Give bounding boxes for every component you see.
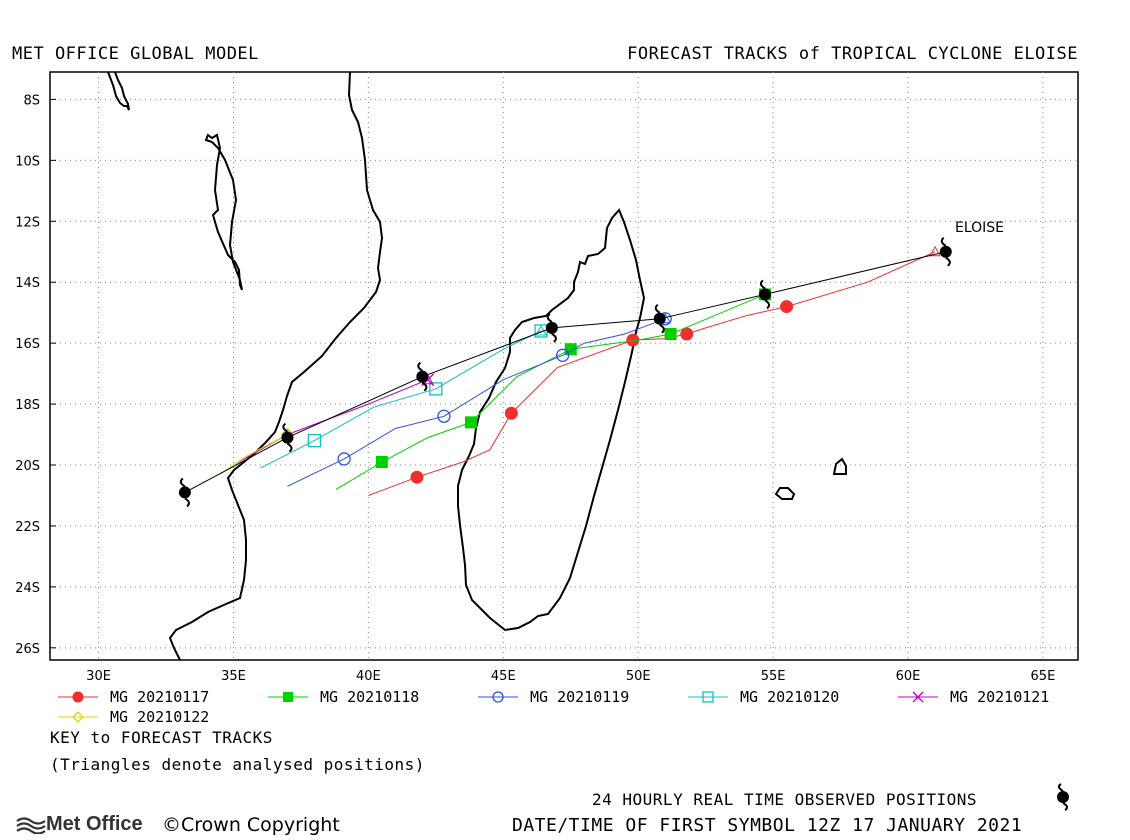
axis-ticks: 30E 35E 40E 45E 50E 55E 60E 65E 8S 10S 12S 14S 16S 18… xyxy=(15,93,1055,684)
observed-position-cyclone-icon xyxy=(759,279,772,310)
legend-item: MG 20210120 xyxy=(688,688,839,706)
lon-tick-label: 60E xyxy=(896,669,921,684)
map-frame xyxy=(49,71,1079,661)
track-marker-filled-circle xyxy=(780,300,794,314)
key-title: KEY to FORECAST TRACKS xyxy=(50,728,273,747)
lat-tick-label: 20S xyxy=(15,459,40,474)
track-mg-20210117 xyxy=(368,245,941,496)
grid xyxy=(50,72,1078,660)
lat-tick-label: 8S xyxy=(23,93,40,108)
track-marker-open-square xyxy=(702,691,714,703)
mauritius-island xyxy=(832,457,847,475)
track-marker-filled-circle xyxy=(72,691,84,703)
observed-track xyxy=(178,236,952,508)
track-line xyxy=(219,434,288,475)
track-marker-x xyxy=(912,691,924,703)
track-mg-20210119 xyxy=(287,312,672,487)
logo-text: Met Office xyxy=(46,813,143,835)
left-title: MET OFFICE GLOBAL MODEL xyxy=(12,44,259,64)
track-marker-filled-square xyxy=(375,455,388,468)
forecast-tracks xyxy=(219,245,941,496)
observed-position-cyclone-icon xyxy=(178,477,191,508)
legend-label: MG 20210117 xyxy=(110,688,209,706)
lat-tick-label: 10S xyxy=(15,154,40,169)
mozambique-channel-coast xyxy=(204,133,243,291)
observed-position-cyclone-icon xyxy=(545,313,558,343)
analysed-position-triangle xyxy=(929,245,941,257)
lat-tick-label: 22S xyxy=(15,520,40,535)
madagascar-coast xyxy=(457,208,646,632)
storm-label: ELOISE xyxy=(955,220,1004,236)
legend-label: MG 20210118 xyxy=(320,688,419,706)
observed-position-cyclone-icon xyxy=(416,361,429,392)
legend-label: MG 20210119 xyxy=(530,688,629,706)
legend-item: MG 20210119 xyxy=(478,688,629,706)
lon-tick-label: 50E xyxy=(626,669,651,684)
track-marker-filled-circle xyxy=(680,327,694,341)
lon-tick-label: 35E xyxy=(221,669,246,684)
coastlines xyxy=(107,71,847,661)
copyright: ©Crown Copyright xyxy=(162,814,340,836)
lon-tick-label: 55E xyxy=(761,669,786,684)
track-line xyxy=(287,318,666,487)
track-marker-filled-square xyxy=(464,416,477,429)
legend-item: MG 20210117 xyxy=(58,688,209,706)
lat-tick-label: 18S xyxy=(15,398,40,413)
lat-tick-label: 24S xyxy=(15,581,40,596)
legend-label: MG 20210120 xyxy=(740,688,839,706)
track-marker-filled-circle xyxy=(504,406,518,420)
track-mg-20210120 xyxy=(260,324,548,469)
lon-tick-label: 65E xyxy=(1031,669,1056,684)
observed-position-cyclone-icon xyxy=(653,303,666,334)
legend-item: MG 20210122 xyxy=(58,708,209,726)
legend: MG 20210117 MG 20210118 MG 20210119 MG 2021… xyxy=(58,688,1049,726)
track-marker-open-circle xyxy=(556,348,570,362)
observed-position-cyclone-icon xyxy=(281,422,294,453)
track-marker-open-square xyxy=(429,382,443,396)
copyright-text: Crown Copyright xyxy=(181,814,340,836)
legend-label: MG 20210122 xyxy=(110,708,209,726)
legend-item: MG 20210121 xyxy=(898,688,1049,706)
track-line xyxy=(260,330,542,469)
track-marker-filled-square xyxy=(283,692,293,702)
cyclone-icon xyxy=(1057,783,1069,811)
right-title: FORECAST TRACKS of TROPICAL CYCLONE ELOI… xyxy=(627,44,1078,64)
met-office-logo: Met Office xyxy=(16,813,143,836)
track-marker-filled-square xyxy=(664,328,677,341)
lon-tick-label: 30E xyxy=(86,669,111,684)
lat-tick-label: 16S xyxy=(15,337,40,352)
track-marker-open-circle xyxy=(437,409,451,423)
key-note: (Triangles denote analysed positions) xyxy=(50,755,425,774)
legend-label: MG 20210121 xyxy=(950,688,1049,706)
lon-tick-label: 45E xyxy=(491,669,516,684)
lat-tick-label: 12S xyxy=(15,215,40,230)
datetime-note: DATE/TIME OF FIRST SYMBOL 12Z 17 JANUARY… xyxy=(512,815,1023,836)
africa-east-coast xyxy=(168,71,384,661)
africa-coast xyxy=(107,71,130,111)
copyright-icon: © xyxy=(162,814,181,836)
lat-tick-label: 26S xyxy=(15,642,40,657)
reunion-island xyxy=(774,487,796,500)
track-marker-open-circle xyxy=(337,452,351,466)
track-marker-open-square xyxy=(307,433,322,448)
observed-note: 24 HOURLY REAL TIME OBSERVED POSITIONS xyxy=(592,790,978,809)
lon-tick-label: 40E xyxy=(356,669,381,684)
track-line xyxy=(368,251,936,496)
track-marker-filled-circle xyxy=(410,470,424,484)
legend-item: MG 20210118 xyxy=(268,688,419,706)
track-marker-open-circle xyxy=(492,691,504,703)
met-office-waves-icon xyxy=(16,816,46,834)
track-marker-open-diamond xyxy=(72,711,84,723)
analysed-position-triangle xyxy=(535,324,547,336)
observed-position-cyclone-icon xyxy=(939,236,952,267)
lat-tick-label: 14S xyxy=(15,276,40,291)
